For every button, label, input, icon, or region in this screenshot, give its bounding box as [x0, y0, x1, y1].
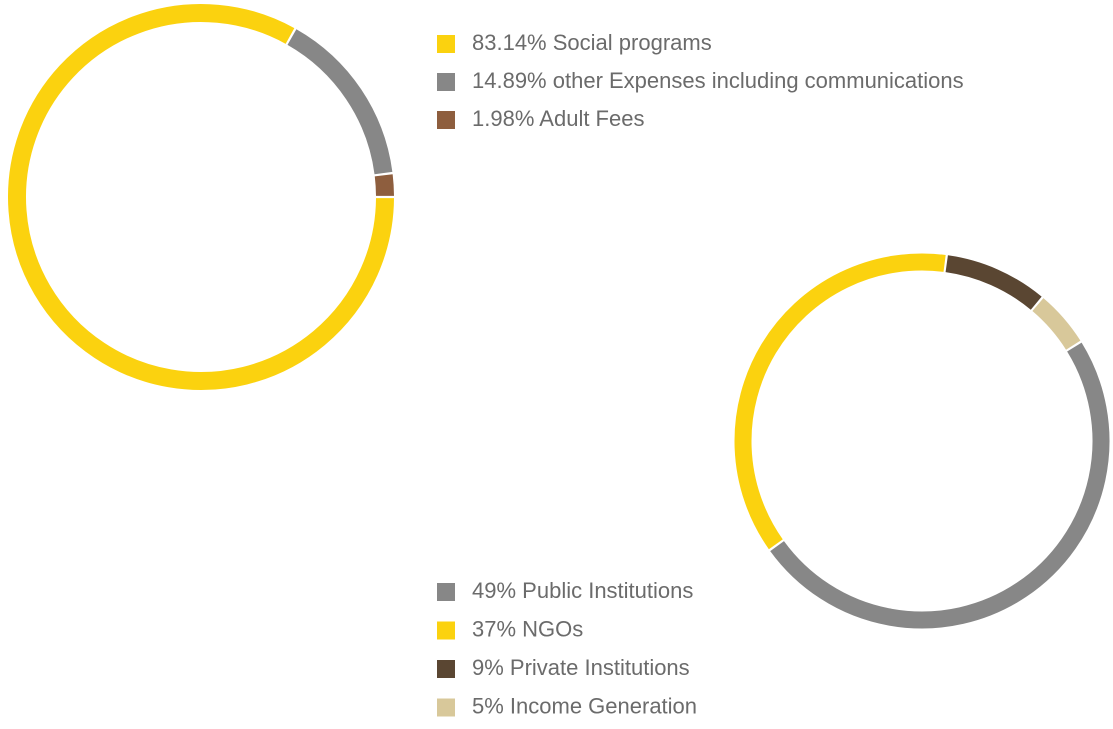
legend-name: other Expenses including communications — [553, 68, 964, 93]
legend-label: 37% NGOs — [472, 616, 583, 641]
legend-value: 5% — [472, 693, 504, 718]
legend-label: 5% Income Generation — [472, 693, 697, 718]
legend-value: 49% — [472, 578, 516, 603]
donut-segment — [770, 342, 1110, 629]
legend-name: Social programs — [553, 30, 712, 55]
legend-swatch — [437, 35, 455, 53]
donut-segment — [374, 174, 394, 197]
legend-label: 1.98% Adult Fees — [472, 106, 644, 131]
donut-segment — [1032, 298, 1081, 350]
legend-name: Income Generation — [510, 693, 697, 718]
donut-segment — [8, 4, 394, 390]
legend-label: 49% Public Institutions — [472, 578, 693, 603]
legend-value: 1.98% — [472, 106, 534, 131]
legend-value: 37% — [472, 616, 516, 641]
donut-segment — [287, 29, 393, 175]
legend-swatch — [437, 73, 455, 91]
legend-label: 9% Private Institutions — [472, 655, 690, 680]
legend-name: Public Institutions — [522, 578, 693, 603]
legend-name: Private Institutions — [510, 655, 690, 680]
legend-swatch — [437, 111, 455, 129]
legend-value: 14.89% — [472, 68, 547, 93]
legend-value: 83.14% — [472, 30, 547, 55]
legend-name: Adult Fees — [539, 106, 644, 131]
legend-swatch — [437, 698, 455, 717]
donut-segment — [734, 253, 946, 550]
legend-label: 14.89% other Expenses including communic… — [472, 68, 964, 93]
legend-swatch — [437, 660, 455, 678]
legend-name: NGOs — [522, 616, 583, 641]
legend-label: 83.14% Social programs — [472, 30, 712, 55]
legend-swatch — [437, 621, 455, 640]
legend-swatch — [437, 583, 455, 601]
legend-value: 9% — [472, 655, 504, 680]
donut-segment — [945, 255, 1042, 310]
